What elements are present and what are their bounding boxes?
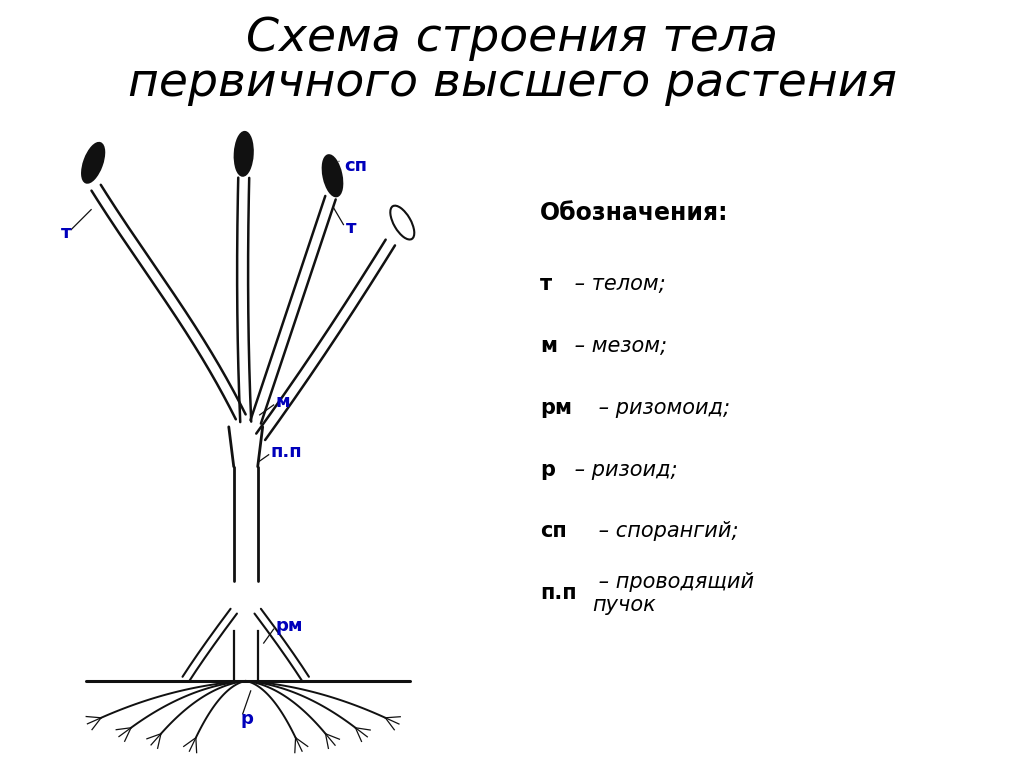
Text: сп: сп: [540, 522, 566, 542]
Text: р: р: [241, 709, 254, 728]
Text: – ризомоид;: – ризомоид;: [592, 398, 730, 418]
Text: – проводящий
пучок: – проводящий пучок: [592, 571, 754, 615]
Ellipse shape: [323, 155, 342, 196]
Text: рм: рм: [275, 617, 303, 635]
Text: Обозначения:: Обозначения:: [540, 201, 728, 225]
Ellipse shape: [390, 206, 415, 239]
Text: т: т: [540, 275, 552, 295]
Text: первичного высшего растения: первичного высшего растения: [128, 61, 896, 106]
Text: – спорангий;: – спорангий;: [592, 522, 738, 542]
Ellipse shape: [82, 143, 104, 183]
Text: – мезом;: – мезом;: [568, 336, 667, 356]
Text: м: м: [275, 393, 290, 411]
Text: т: т: [61, 223, 72, 242]
Text: сп: сп: [344, 156, 368, 175]
Text: – ризоид;: – ризоид;: [568, 459, 677, 479]
Text: р: р: [540, 459, 555, 479]
Text: т: т: [345, 219, 356, 236]
Ellipse shape: [234, 132, 253, 176]
Text: – телом;: – телом;: [568, 275, 666, 295]
Text: Схема строения тела: Схема строения тела: [246, 16, 778, 61]
Text: м: м: [540, 336, 557, 356]
Text: рм: рм: [540, 398, 572, 418]
Text: п.п: п.п: [270, 443, 302, 461]
Text: п.п: п.п: [540, 583, 577, 603]
